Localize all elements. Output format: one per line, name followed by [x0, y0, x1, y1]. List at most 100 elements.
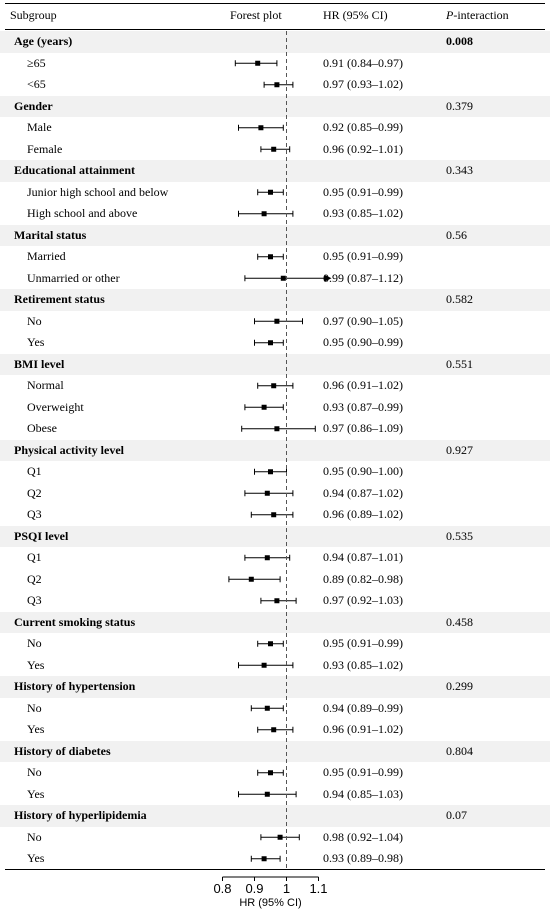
subgroup-label: Overweight — [27, 399, 84, 414]
hr-ci-text: 0.95 (0.91–0.99) — [323, 249, 403, 263]
subgroup-row: Yes 0.93 (0.85–1.02) — [0, 655, 550, 677]
group-label: Current smoking status — [14, 614, 136, 629]
subgroup-row: Female 0.96 (0.92–1.01) — [0, 139, 550, 161]
hr-point — [268, 254, 273, 260]
group-label: Marital status — [14, 227, 87, 242]
subgroup-label: No — [27, 313, 42, 328]
group-label: Retirement status — [14, 292, 105, 306]
subgroup-label: <65 — [27, 77, 46, 91]
hr-ci-text: 0.93 (0.85–1.02) — [323, 657, 403, 672]
group-label: Age (years) — [14, 34, 73, 48]
subgroup-row: Q2 0.94 (0.87–1.02) — [0, 483, 550, 505]
subgroup-label: No — [27, 636, 42, 650]
hr-point — [255, 60, 261, 66]
subgroup-label: Obese — [27, 421, 57, 435]
hr-point — [264, 555, 270, 561]
hr-ci-text: 0.95 (0.91–0.99) — [323, 636, 403, 650]
header-rule — [5, 29, 545, 30]
p-interaction-value: 0.299 — [446, 679, 473, 693]
hr-ci-text: 0.97 (0.92–1.03) — [323, 593, 403, 607]
subgroup-row: Yes 0.93 (0.89–0.98) — [0, 848, 550, 870]
group-label: Physical activity level — [14, 442, 124, 457]
subgroup-label: Male — [27, 120, 52, 134]
table-header: Subgroup Forest plot HR (95% CI) P-inter… — [0, 0, 550, 30]
hr-ci-text: 0.96 (0.92–1.01) — [323, 141, 403, 156]
hr-ci-text: 0.93 (0.87–0.99) — [323, 399, 403, 414]
x-tick-label: 0.8 — [213, 881, 231, 896]
hr-point — [264, 490, 270, 496]
subgroup-label: Female — [27, 141, 63, 156]
subgroup-row: No 0.98 (0.92–1.04) — [0, 827, 550, 849]
hr-ci-text: 0.95 (0.91–0.99) — [323, 184, 403, 199]
hr-ci-text: 0.93 (0.89–0.98) — [323, 851, 403, 865]
hr-ci-text: 0.98 (0.92–1.04) — [323, 829, 403, 844]
hr-point — [268, 469, 273, 475]
subgroup-label: Married — [27, 249, 66, 263]
hr-point — [268, 189, 273, 195]
hr-ci-text: 0.93 (0.85–1.02) — [323, 206, 403, 220]
subgroup-label: Yes — [27, 851, 45, 865]
hr-point — [274, 82, 280, 88]
hr-ci-text: 0.97 (0.90–1.05) — [323, 313, 403, 328]
subgroup-label: Q2 — [27, 571, 42, 586]
subgroup-label: Junior high school and below — [27, 184, 169, 199]
hr-point — [248, 576, 254, 582]
subgroup-row: High school and above 0.93 (0.85–1.02) — [0, 203, 550, 225]
subgroup-row: Normal 0.96 (0.91–1.02) — [0, 375, 550, 397]
hr-ci-text: 0.99 (0.87–1.12) — [323, 270, 403, 285]
subgroup-row: No 0.97 (0.90–1.05) — [0, 311, 550, 333]
group-row: Physical activity level 0.927 — [0, 439, 550, 461]
subgroup-label: No — [27, 700, 42, 715]
subgroup-row: Q1 0.94 (0.87–1.01) — [0, 547, 550, 569]
p-interaction-value: 0.582 — [446, 292, 473, 306]
hr-ci-text: 0.95 (0.90–0.99) — [323, 335, 403, 349]
subgroup-label: High school and above — [27, 206, 138, 220]
group-row: Educational attainment 0.343 — [0, 160, 550, 182]
hr-point — [271, 146, 277, 152]
p-interaction-value: 0.551 — [446, 356, 473, 371]
subgroup-row: No 0.95 (0.91–0.99) — [0, 633, 550, 655]
group-row: History of diabetes 0.804 — [0, 740, 550, 762]
ci-arrow — [324, 274, 332, 282]
hr-point — [277, 834, 283, 840]
hr-point — [261, 211, 267, 217]
group-row: Age (years) 0.008 — [0, 31, 550, 53]
subgroup-row: Overweight 0.93 (0.87–0.99) — [0, 397, 550, 419]
group-label: PSQI level — [14, 528, 69, 543]
p-interaction-value: 0.535 — [446, 528, 473, 543]
x-tick-label: 1 — [283, 881, 290, 896]
hr-ci-text: 0.94 (0.89–0.99) — [323, 700, 403, 715]
group-row: Retirement status 0.582 — [0, 289, 550, 311]
subgroup-row: Yes 0.95 (0.90–0.99) — [0, 332, 550, 354]
hr-point — [271, 383, 277, 389]
subgroup-row: Obese 0.97 (0.86–1.09) — [0, 418, 550, 440]
subgroup-label: Yes — [27, 657, 45, 672]
hr-ci-text: 0.89 (0.82–0.98) — [323, 571, 403, 586]
group-row: Current smoking status 0.458 — [0, 611, 550, 633]
p-interaction-value: 0.07 — [446, 808, 467, 822]
subgroup-row: Q2 0.89 (0.82–0.98) — [0, 569, 550, 591]
hr-point — [274, 426, 280, 432]
subgroup-row: <65 0.97 (0.93–1.02) — [0, 74, 550, 96]
group-row: Marital status 0.56 — [0, 224, 550, 246]
hr-point — [280, 275, 286, 281]
subgroup-label: Yes — [27, 786, 45, 801]
group-row: Gender 0.379 — [0, 95, 550, 117]
hr-ci-text: 0.97 (0.93–1.02) — [323, 77, 403, 91]
group-label: History of hyperlipidemia — [14, 808, 147, 822]
subgroup-row: ≥65 0.91 (0.84–0.97) — [0, 53, 550, 75]
hr-ci-text: 0.96 (0.89–1.02) — [323, 507, 403, 521]
group-row: PSQI level 0.535 — [0, 525, 550, 547]
group-row: History of hypertension 0.299 — [0, 676, 550, 698]
subgroup-row: Q3 0.97 (0.92–1.03) — [0, 590, 550, 612]
hr-point — [268, 340, 273, 346]
hr-point — [264, 705, 270, 711]
hr-ci-text: 0.94 (0.85–1.03) — [323, 786, 403, 801]
subgroup-label: Normal — [27, 378, 64, 392]
subgroup-label: No — [27, 765, 42, 779]
subgroup-row: Yes 0.96 (0.91–1.02) — [0, 719, 550, 741]
hr-point — [274, 598, 280, 604]
subgroup-row: Yes 0.94 (0.85–1.03) — [0, 784, 550, 806]
